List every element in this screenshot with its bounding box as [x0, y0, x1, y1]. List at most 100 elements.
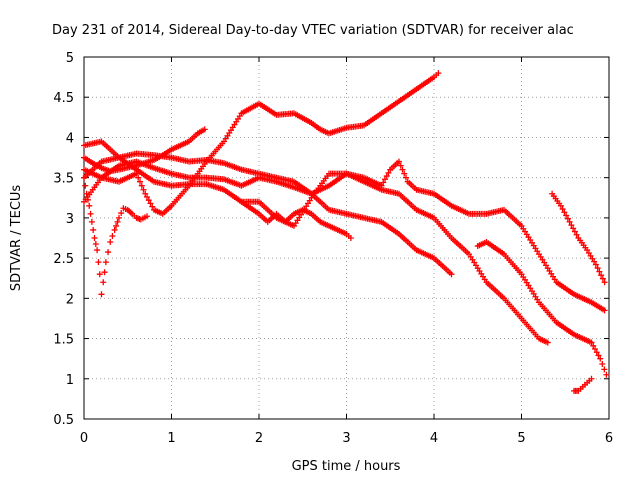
x-tick-label: 2	[255, 431, 263, 446]
y-tick-label: 3	[66, 212, 74, 227]
data-point	[383, 173, 390, 180]
data-point	[96, 271, 103, 278]
data-points	[81, 70, 610, 394]
data-point	[138, 182, 145, 189]
data-point	[142, 190, 149, 197]
data-point	[561, 209, 568, 216]
data-point	[87, 210, 94, 217]
data-point	[90, 226, 97, 233]
data-point	[116, 214, 122, 221]
data-point	[95, 259, 102, 266]
data-point	[570, 225, 577, 232]
y-tick-label: 1.5	[53, 333, 74, 348]
data-point	[595, 352, 602, 359]
x-tick-label: 3	[342, 431, 350, 446]
data-point	[399, 166, 406, 173]
series-track-a	[81, 126, 208, 175]
data-point	[566, 218, 573, 225]
x-axis-label: GPS time / hours	[292, 459, 401, 474]
data-point	[378, 182, 385, 189]
grid-lines	[84, 57, 609, 419]
data-point	[397, 162, 404, 169]
data-point	[201, 126, 208, 133]
data-point	[603, 371, 610, 378]
y-tick-label: 4.5	[53, 91, 74, 106]
data-point	[140, 186, 147, 193]
data-point	[435, 70, 442, 77]
series-track-h	[474, 239, 610, 378]
data-point	[590, 342, 597, 349]
data-point	[147, 200, 154, 207]
x-tick-label: 0	[80, 431, 88, 446]
data-point	[544, 339, 551, 346]
series-track-d	[81, 70, 442, 217]
data-point	[105, 249, 112, 256]
x-tick-label: 5	[517, 431, 525, 446]
data-point	[88, 218, 95, 225]
data-point	[92, 241, 99, 248]
data-point	[86, 202, 93, 209]
data-point	[137, 178, 143, 185]
y-axis-ticks: 0.5 1 1.5 2 2.5 3 3.5 4 4.5 5	[53, 51, 609, 428]
data-point	[401, 170, 408, 177]
data-point	[559, 206, 566, 213]
y-tick-label: 3.5	[53, 172, 74, 187]
data-point	[599, 361, 606, 368]
series-track-b	[81, 174, 150, 298]
data-point	[144, 193, 150, 200]
data-point	[588, 375, 595, 382]
data-point	[594, 265, 601, 272]
data-point	[573, 231, 580, 238]
y-tick-label: 0.5	[53, 413, 74, 428]
y-tick-label: 2	[66, 292, 74, 307]
x-tick-label: 6	[605, 431, 613, 446]
x-axis-ticks: 0 1 2 3 4 5 6	[80, 57, 613, 446]
data-point	[601, 279, 608, 286]
data-point	[592, 261, 599, 268]
data-point	[98, 291, 105, 298]
data-point	[107, 239, 114, 246]
y-axis-label: SDTVAR / TECUs	[9, 185, 24, 292]
data-point	[100, 279, 107, 286]
y-tick-label: 2.5	[53, 252, 74, 267]
series-track-c	[81, 158, 551, 346]
data-point	[111, 226, 118, 233]
series-track-i	[549, 190, 608, 286]
data-point	[557, 202, 564, 209]
data-point	[101, 269, 108, 276]
data-point	[599, 275, 606, 282]
data-point	[564, 215, 571, 222]
chart-title: Day 231 of 2014, Sidereal Day-to-day VTE…	[52, 23, 574, 38]
data-point	[380, 179, 387, 186]
data-point	[118, 210, 125, 217]
data-point	[347, 235, 354, 241]
data-point	[144, 213, 150, 220]
data-point	[135, 174, 142, 181]
data-point	[601, 366, 608, 373]
x-tick-label: 4	[430, 431, 438, 446]
data-point	[448, 271, 455, 278]
data-point	[588, 339, 595, 346]
y-tick-label: 4	[66, 131, 74, 146]
data-point	[571, 228, 578, 235]
data-point	[109, 232, 116, 239]
data-point	[592, 346, 598, 353]
data-point	[149, 203, 156, 210]
data-point	[568, 222, 575, 229]
data-point	[396, 158, 402, 165]
data-point	[593, 349, 600, 356]
data-point	[82, 182, 89, 189]
data-point	[596, 268, 603, 275]
data-point	[385, 169, 392, 176]
y-tick-label: 1	[66, 373, 74, 388]
data-point	[563, 212, 570, 219]
data-point	[145, 197, 152, 204]
series-track-j	[571, 375, 595, 394]
data-point	[403, 174, 409, 181]
data-point	[601, 307, 608, 314]
data-point	[94, 247, 101, 254]
data-point	[597, 355, 604, 362]
x-tick-label: 1	[167, 431, 175, 446]
data-point	[382, 176, 388, 183]
